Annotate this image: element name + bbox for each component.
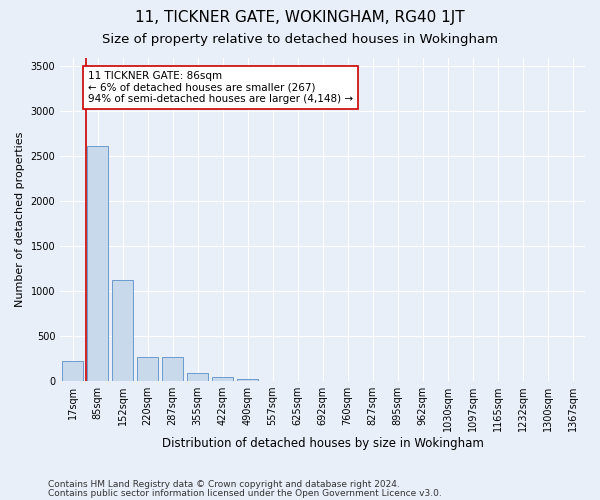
Bar xyxy=(137,357,158,381)
Text: 11, TICKNER GATE, WOKINGHAM, RG40 1JT: 11, TICKNER GATE, WOKINGHAM, RG40 1JT xyxy=(135,10,465,25)
Bar xyxy=(212,376,233,381)
Text: Contains public sector information licensed under the Open Government Licence v3: Contains public sector information licen… xyxy=(48,489,442,498)
Bar xyxy=(237,380,258,381)
Bar xyxy=(112,280,133,381)
Bar xyxy=(87,146,108,381)
Bar xyxy=(62,362,83,381)
Bar xyxy=(187,372,208,381)
Bar xyxy=(162,357,183,381)
Text: Size of property relative to detached houses in Wokingham: Size of property relative to detached ho… xyxy=(102,32,498,46)
Y-axis label: Number of detached properties: Number of detached properties xyxy=(15,132,25,307)
Text: 11 TICKNER GATE: 86sqm
← 6% of detached houses are smaller (267)
94% of semi-det: 11 TICKNER GATE: 86sqm ← 6% of detached … xyxy=(88,71,353,104)
Text: Contains HM Land Registry data © Crown copyright and database right 2024.: Contains HM Land Registry data © Crown c… xyxy=(48,480,400,489)
X-axis label: Distribution of detached houses by size in Wokingham: Distribution of detached houses by size … xyxy=(161,437,484,450)
